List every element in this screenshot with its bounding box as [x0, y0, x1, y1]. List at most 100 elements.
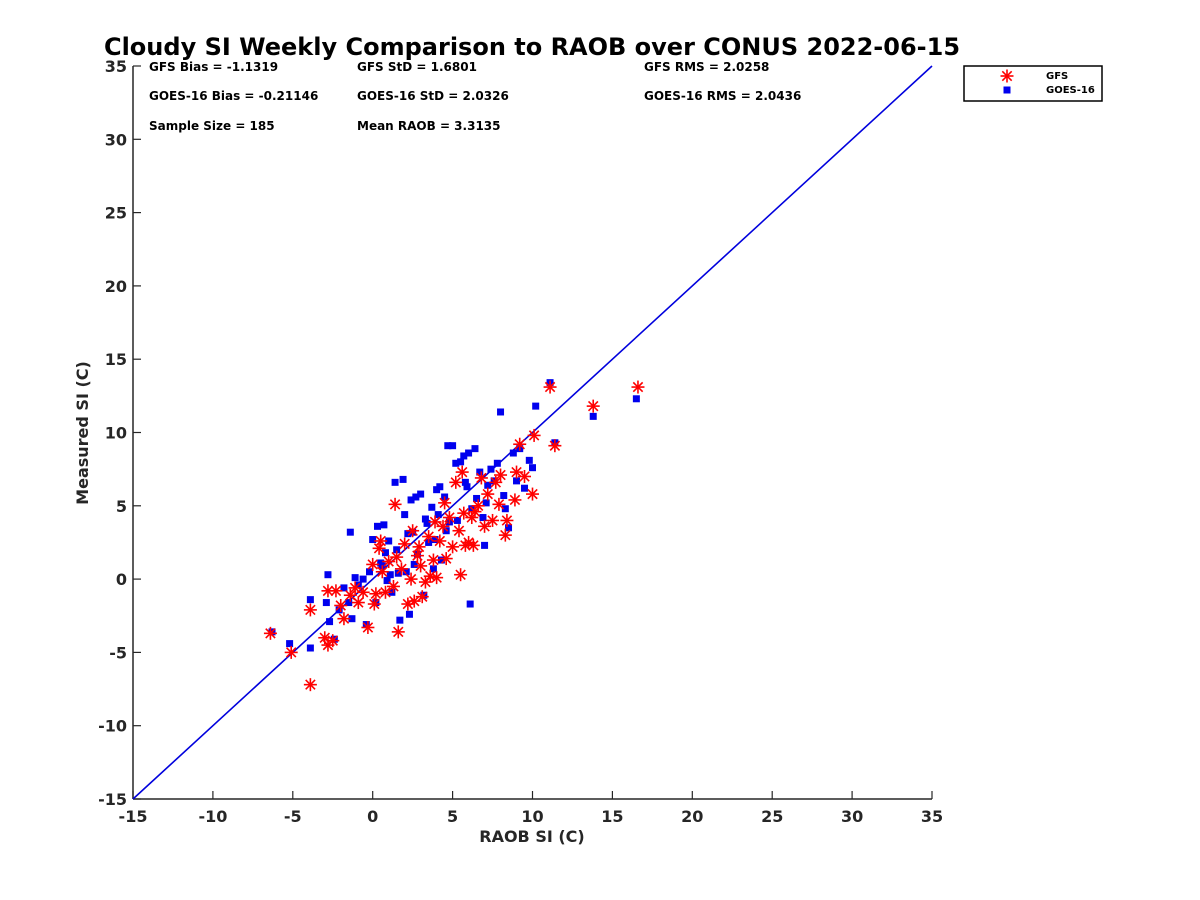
chart-title: Cloudy SI Weekly Comparison to RAOB over… — [104, 33, 960, 61]
goes16-point — [340, 584, 348, 592]
goes16-point — [449, 442, 457, 450]
goes16-point — [482, 499, 490, 507]
stat-goes-std: GOES-16 StD = 2.0326 — [357, 89, 509, 103]
gfs-point — [442, 511, 456, 525]
gfs-point — [351, 596, 365, 610]
gfs-point — [426, 553, 440, 567]
goes16-point — [405, 610, 413, 618]
goes16-point — [521, 484, 529, 492]
y-axis-label: Measured SI (C) — [73, 361, 92, 505]
goes16-point — [326, 618, 334, 626]
gfs-point — [378, 585, 392, 599]
goes16-point — [460, 452, 468, 460]
gfs-point — [631, 380, 645, 394]
goes16-point — [366, 568, 374, 576]
goes16-point — [471, 445, 479, 453]
gfs-point — [428, 515, 442, 529]
gfs-point — [374, 534, 388, 548]
y-tick-label: 25 — [105, 204, 127, 223]
gfs-point — [398, 537, 412, 551]
plot-area: -15 -10 -5 0 5 10 15 20 25 30 35 -15 -10 -5 0 5 10 15 20 25… — [98, 57, 943, 826]
gfs-point — [410, 549, 424, 563]
goes16-point — [465, 449, 473, 457]
gfs-point — [478, 519, 492, 533]
goes16-point — [473, 494, 481, 502]
gfs-point — [369, 587, 383, 601]
gfs-point — [391, 625, 405, 639]
one-to-one-line — [132, 65, 933, 800]
x-axis-label: RAOB SI (C) — [479, 827, 584, 846]
y-tick-label: 20 — [105, 277, 127, 296]
gfs-point — [303, 678, 317, 692]
gfs-point — [586, 399, 600, 413]
x-tick-label: 15 — [601, 807, 623, 826]
goes16-point — [484, 481, 492, 489]
goes16-point — [457, 458, 465, 466]
goes16-point — [394, 569, 402, 577]
goes16-point — [348, 615, 356, 623]
x-tick-label: -10 — [198, 807, 227, 826]
legend-box — [963, 65, 1103, 102]
gfs-point — [446, 540, 460, 554]
goes16-point — [399, 475, 407, 483]
goes16-point — [452, 459, 460, 467]
goes16-point — [381, 549, 389, 557]
goes16-point — [500, 492, 508, 500]
gfs-point — [489, 475, 503, 489]
legend-goes16-symbol — [1003, 86, 1011, 94]
legend-gfs-label: GFS — [1046, 71, 1068, 82]
goes16-point — [529, 464, 536, 472]
gfs-point — [394, 562, 408, 576]
legend-goes16-label: GOES-16 — [1046, 85, 1095, 96]
gfs-point — [415, 590, 429, 604]
x-tick-label: 35 — [921, 807, 943, 826]
goes16-point — [369, 536, 377, 544]
goes16-point — [509, 449, 517, 457]
gfs-point — [452, 524, 466, 538]
goes16-point — [493, 459, 501, 467]
goes16-point — [525, 456, 533, 464]
goes16-point — [335, 606, 343, 614]
gfs-point — [449, 475, 463, 489]
gfs-point — [412, 540, 426, 554]
goes16-point — [505, 524, 513, 532]
goes16-point — [463, 483, 471, 491]
gfs-point — [455, 465, 469, 479]
gfs-point — [303, 603, 317, 617]
y-tick-label: -15 — [98, 790, 127, 809]
goes16-point — [461, 478, 469, 486]
y-tick-label: 10 — [105, 424, 127, 443]
goes16-point — [513, 477, 521, 485]
gfs-point — [518, 469, 532, 483]
gfs-point — [494, 468, 508, 482]
gfs-point — [439, 552, 453, 566]
goes16-point — [423, 519, 431, 527]
gfs-point — [366, 557, 380, 571]
goes16-point — [322, 599, 330, 607]
goes16-point — [532, 402, 540, 410]
goes16-point — [362, 621, 370, 629]
goes16-point — [434, 511, 442, 519]
gfs-point — [492, 497, 506, 511]
gfs-point — [457, 506, 471, 520]
goes16-point — [396, 616, 404, 624]
x-tick-label: 30 — [841, 807, 863, 826]
y-tick-label: 35 — [105, 57, 127, 76]
legend: GFS GOES-16 — [963, 65, 1103, 102]
goes16-point — [417, 490, 425, 498]
x-tick-label: 20 — [681, 807, 703, 826]
x-tick-label: 25 — [761, 807, 783, 826]
goes16-point — [481, 541, 489, 549]
x-tick-label: -5 — [284, 807, 302, 826]
y-tick-label: 15 — [105, 350, 127, 369]
goes16-point — [306, 644, 314, 652]
goes16-point — [393, 546, 401, 554]
gfs-point — [406, 524, 420, 538]
stat-goes-rms: GOES-16 RMS = 2.0436 — [644, 89, 801, 103]
y-tick-label: -5 — [109, 643, 127, 662]
legend-gfs-marker — [1000, 69, 1014, 83]
goes16-point — [431, 536, 439, 544]
goes16-point — [497, 408, 505, 416]
gfs-point — [337, 612, 351, 626]
